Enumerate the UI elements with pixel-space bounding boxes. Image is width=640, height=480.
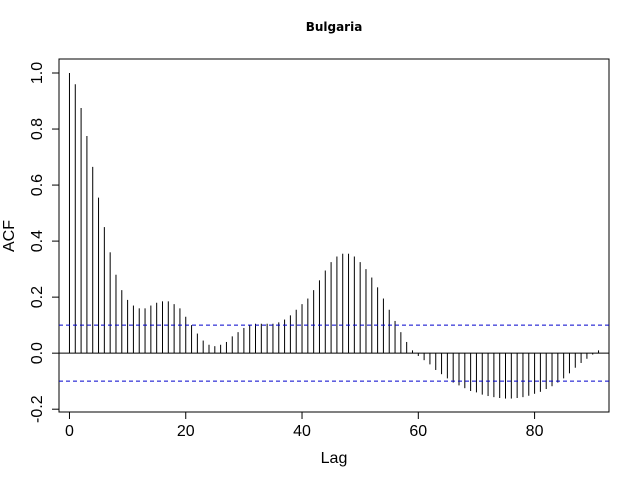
y-tick-label: 0.6 [29,174,46,196]
x-axis: 0 20 40 60 80 [65,412,544,440]
confidence-bounds [59,324,609,382]
y-tick-label: 0.0 [29,342,46,364]
chart-title: Bulgaria [306,20,363,34]
plot-frame [58,58,610,413]
x-axis-label: Lag [321,450,348,467]
acf-bars [68,73,600,399]
y-tick-label: 0.4 [29,230,46,252]
y-tick-label: 1.0 [29,62,46,84]
y-axis-label: ACF [1,220,18,252]
y-tick-label: -0.2 [29,395,46,423]
y-tick-label: 0.2 [29,286,46,308]
x-tick-label: 40 [293,423,311,440]
x-tick-label: 0 [65,423,74,440]
y-tick-label: 0.8 [29,118,46,140]
x-tick-label: 60 [409,423,427,440]
x-tick-label: 20 [177,423,195,440]
x-tick-label: 80 [526,423,544,440]
y-axis: -0.2 0.0 0.2 0.4 0.6 0.8 1.0 [29,62,59,423]
